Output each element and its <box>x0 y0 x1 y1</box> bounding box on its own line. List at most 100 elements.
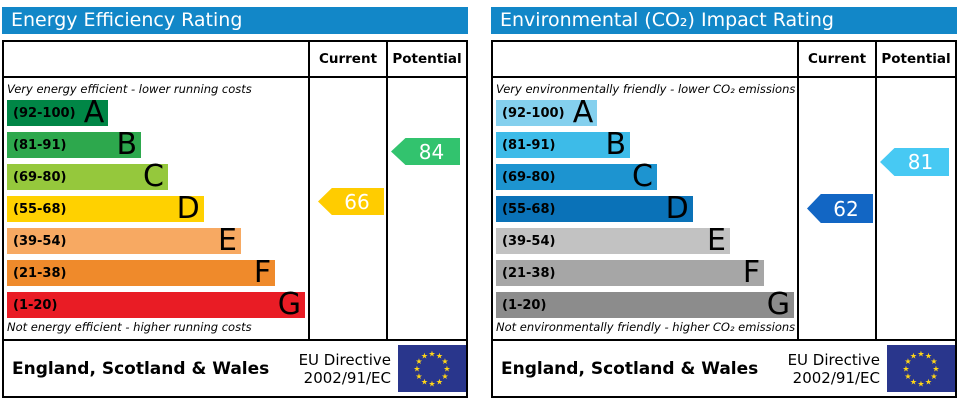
band-a: (92-100) A <box>496 95 598 130</box>
eu-flag-icon: ★ ★★ ★★★ ★★★ ★★★ <box>398 345 466 392</box>
environmental-panel-title: Environmental (CO₂) Impact Rating <box>491 7 957 34</box>
panel-footer: England, Scotland & Wales EU Directive 2… <box>491 339 957 398</box>
bottom-caption: Not environmentally friendly - higher CO… <box>496 320 796 334</box>
band-d: (55-68) D <box>496 191 693 226</box>
svg-text:★: ★ <box>421 378 428 387</box>
band-f-range: (21-38) <box>502 265 556 281</box>
band-e-range: (39-54) <box>13 233 67 249</box>
band-e: (39-54) E <box>7 226 241 256</box>
band-b-range: (81-91) <box>13 137 67 153</box>
empty-header-cell <box>4 42 310 76</box>
svg-text:★: ★ <box>904 357 911 366</box>
energy-panel-title: Energy Efficiency Rating <box>2 7 468 34</box>
band-c-letter: C <box>142 159 164 194</box>
band-f: (21-38) F <box>7 258 276 288</box>
potential-column-header: Potential <box>881 51 951 67</box>
svg-text:★: ★ <box>421 352 428 361</box>
potential-column <box>877 78 955 339</box>
band-d-range: (55-68) <box>502 201 556 217</box>
svg-text:★: ★ <box>910 352 917 361</box>
potential-column <box>388 78 466 339</box>
svg-text:★: ★ <box>428 350 435 359</box>
bottom-caption: Not energy efficient - higher running co… <box>7 320 252 334</box>
band-c-letter: C <box>631 159 653 194</box>
environmental-rating-chart: Current Potential Very environmentally f… <box>491 40 957 341</box>
rating-bands: (92-100) A (81-91) B (69-80) C (55-68) <box>496 95 794 322</box>
band-g-letter: G <box>766 287 790 322</box>
svg-text:★: ★ <box>925 378 932 387</box>
svg-text:★: ★ <box>932 365 939 374</box>
band-e-letter: E <box>706 223 726 258</box>
band-d-range: (55-68) <box>13 201 67 217</box>
svg-text:★: ★ <box>917 380 924 389</box>
current-column-header: Current <box>310 42 388 76</box>
eu-directive-line2: 2002/91/EC <box>792 368 880 387</box>
svg-text:★: ★ <box>415 372 422 381</box>
potential-column-header: Potential <box>392 51 462 67</box>
band-e-range: (39-54) <box>502 233 556 249</box>
svg-text:★: ★ <box>443 365 450 374</box>
region-label: England, Scotland & Wales <box>12 358 270 379</box>
svg-text:★: ★ <box>436 378 443 387</box>
band-b-letter: B <box>116 127 138 162</box>
region-label: England, Scotland & Wales <box>501 358 759 379</box>
column-header-row: Current Potential <box>4 42 466 78</box>
band-c-range: (69-80) <box>13 169 67 185</box>
top-caption: Very environmentally friendly - lower CO… <box>496 82 796 96</box>
potential-rating-arrow: 84 <box>391 138 460 165</box>
current-column-header: Current <box>799 42 877 76</box>
band-a-range: (92-100) <box>502 105 565 121</box>
band-e: (39-54) E <box>496 223 730 258</box>
top-caption: Very energy efficient - lower running co… <box>7 82 252 96</box>
svg-text:★: ★ <box>441 372 448 381</box>
eu-directive-line1: EU Directive <box>298 350 391 369</box>
band-f-range: (21-38) <box>13 265 67 281</box>
band-g-letter: G <box>277 287 301 322</box>
band-d: (55-68) D <box>7 191 204 226</box>
svg-text:★: ★ <box>917 350 924 359</box>
eu-directive-label: EU Directive 2002/91/EC <box>299 351 391 387</box>
svg-text:★: ★ <box>413 365 420 374</box>
rating-body-row: Very energy efficient - lower running co… <box>4 78 466 339</box>
svg-text:★: ★ <box>930 357 937 366</box>
band-b: (81-91) B <box>496 127 631 162</box>
svg-text:★: ★ <box>930 372 937 381</box>
empty-header-cell <box>493 42 799 76</box>
band-f-letter: F <box>742 255 761 290</box>
rating-bands-area: Very energy efficient - lower running co… <box>4 78 310 339</box>
panel-footer: England, Scotland & Wales EU Directive 2… <box>2 339 468 398</box>
eu-directive-line1: EU Directive <box>787 350 880 369</box>
band-b-letter: B <box>605 127 627 162</box>
rating-body-row: Very environmentally friendly - lower CO… <box>493 78 955 339</box>
eu-directive-line2: 2002/91/EC <box>303 368 391 387</box>
rating-bands: (92-100) A (81-91) B (69-80) C (55-68) <box>7 95 305 322</box>
environmental-impact-panel: Environmental (CO₂) Impact Rating Curren… <box>491 7 957 398</box>
band-b: (81-91) B <box>7 127 142 162</box>
current-rating-arrow: 62 <box>807 194 873 223</box>
band-c: (69-80) C <box>496 159 657 194</box>
current-rating-arrow: 66 <box>318 188 384 215</box>
band-a-letter: A <box>83 95 105 130</box>
band-f: (21-38) F <box>496 255 765 290</box>
band-c: (69-80) C <box>7 159 168 194</box>
potential-rating-arrow: 81 <box>880 148 949 176</box>
svg-text:★: ★ <box>902 365 909 374</box>
current-column <box>310 78 388 339</box>
rating-bands-area: Very environmentally friendly - lower CO… <box>493 78 799 339</box>
band-a-range: (92-100) <box>13 105 76 121</box>
band-g: (1-20) G <box>7 287 305 322</box>
svg-text:★: ★ <box>910 378 917 387</box>
svg-text:★: ★ <box>436 352 443 361</box>
svg-text:★: ★ <box>441 357 448 366</box>
band-a-letter: A <box>572 95 594 130</box>
eu-flag-icon: ★ ★★ ★★★ ★★★ ★★★ <box>887 345 955 392</box>
band-d-letter: D <box>665 191 689 226</box>
band-d-letter: D <box>176 191 200 226</box>
band-b-range: (81-91) <box>502 137 556 153</box>
svg-text:★: ★ <box>415 357 422 366</box>
svg-text:★: ★ <box>428 380 435 389</box>
band-g: (1-20) G <box>496 287 794 322</box>
band-c-range: (69-80) <box>502 169 556 185</box>
column-header-row: Current Potential <box>493 42 955 78</box>
